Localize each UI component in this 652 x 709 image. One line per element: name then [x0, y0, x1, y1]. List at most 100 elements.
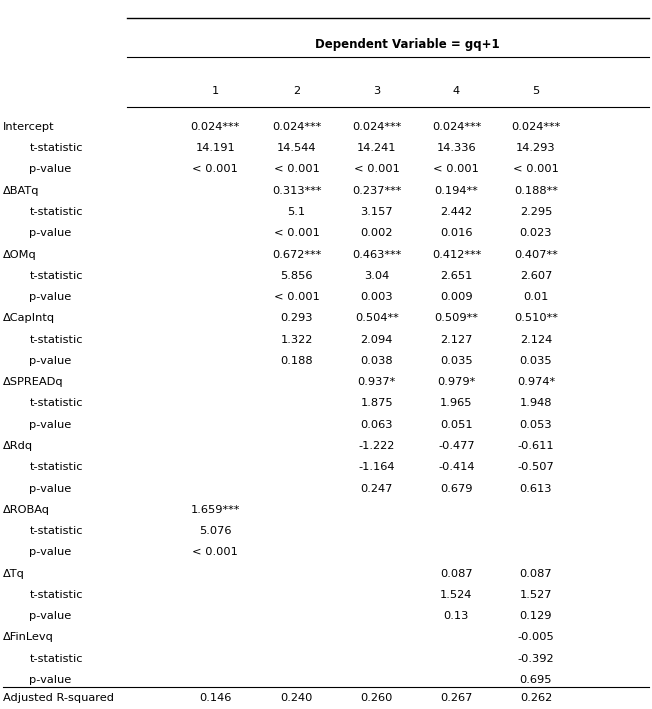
Text: -1.164: -1.164 — [359, 462, 395, 472]
Text: t-statistic: t-statistic — [29, 590, 83, 600]
Text: 0.237***: 0.237*** — [352, 186, 402, 196]
Text: 2.124: 2.124 — [520, 335, 552, 345]
Text: ΔCapIntq: ΔCapIntq — [3, 313, 55, 323]
Text: p-value: p-value — [29, 420, 72, 430]
Text: 0.003: 0.003 — [361, 292, 393, 302]
Text: 0.260: 0.260 — [361, 693, 393, 703]
Text: ΔTq: ΔTq — [3, 569, 25, 579]
Text: 0.024***: 0.024*** — [432, 122, 481, 132]
Text: < 0.001: < 0.001 — [513, 164, 559, 174]
Text: ΔOMq: ΔOMq — [3, 250, 37, 259]
Text: 0.463***: 0.463*** — [352, 250, 402, 259]
Text: 5: 5 — [532, 86, 540, 96]
Text: 0.313***: 0.313*** — [272, 186, 321, 196]
Text: 5.076: 5.076 — [199, 526, 231, 536]
Text: < 0.001: < 0.001 — [434, 164, 479, 174]
Text: p-value: p-value — [29, 611, 72, 621]
Text: 0.188: 0.188 — [280, 356, 313, 366]
Text: 1.965: 1.965 — [440, 398, 473, 408]
Text: 3.157: 3.157 — [361, 207, 393, 217]
Text: 14.191: 14.191 — [196, 143, 235, 153]
Text: 0.267: 0.267 — [440, 693, 473, 703]
Text: 0.504**: 0.504** — [355, 313, 399, 323]
Text: t-statistic: t-statistic — [29, 526, 83, 536]
Text: -0.005: -0.005 — [518, 632, 554, 642]
Text: 1.524: 1.524 — [440, 590, 473, 600]
Text: 0.672***: 0.672*** — [272, 250, 321, 259]
Text: < 0.001: < 0.001 — [192, 164, 238, 174]
Text: 0.407**: 0.407** — [514, 250, 558, 259]
Text: 0.024***: 0.024*** — [511, 122, 561, 132]
Text: t-statistic: t-statistic — [29, 271, 83, 281]
Text: ΔBATq: ΔBATq — [3, 186, 40, 196]
Text: p-value: p-value — [29, 356, 72, 366]
Text: 4: 4 — [453, 86, 460, 96]
Text: -1.222: -1.222 — [359, 441, 395, 451]
Text: ΔFinLevq: ΔFinLevq — [3, 632, 54, 642]
Text: -0.414: -0.414 — [438, 462, 475, 472]
Text: 0.679: 0.679 — [440, 484, 473, 493]
Text: 0.023: 0.023 — [520, 228, 552, 238]
Text: 0.051: 0.051 — [440, 420, 473, 430]
Text: 2.442: 2.442 — [440, 207, 473, 217]
Text: 0.024***: 0.024*** — [272, 122, 321, 132]
Text: t-statistic: t-statistic — [29, 207, 83, 217]
Text: 0.194**: 0.194** — [434, 186, 479, 196]
Text: 3.04: 3.04 — [364, 271, 389, 281]
Text: 0.009: 0.009 — [440, 292, 473, 302]
Text: 0.937*: 0.937* — [358, 377, 396, 387]
Text: 1.527: 1.527 — [520, 590, 552, 600]
Text: 0.024***: 0.024*** — [190, 122, 240, 132]
Text: p-value: p-value — [29, 675, 72, 685]
Text: 2.094: 2.094 — [361, 335, 393, 345]
Text: 2.295: 2.295 — [520, 207, 552, 217]
Text: 1: 1 — [211, 86, 219, 96]
Text: 0.053: 0.053 — [520, 420, 552, 430]
Text: 0.247: 0.247 — [361, 484, 393, 493]
Text: 0.087: 0.087 — [440, 569, 473, 579]
Text: 0.412***: 0.412*** — [432, 250, 481, 259]
Text: 0.262: 0.262 — [520, 693, 552, 703]
Text: 0.13: 0.13 — [444, 611, 469, 621]
Text: 2: 2 — [293, 86, 300, 96]
Text: < 0.001: < 0.001 — [274, 164, 319, 174]
Text: 14.241: 14.241 — [357, 143, 396, 153]
Text: Dependent Variable = gq+1: Dependent Variable = gq+1 — [315, 38, 500, 51]
Text: < 0.001: < 0.001 — [192, 547, 238, 557]
Text: 14.544: 14.544 — [277, 143, 316, 153]
Text: 0.240: 0.240 — [280, 693, 313, 703]
Text: 5.1: 5.1 — [288, 207, 306, 217]
Text: p-value: p-value — [29, 484, 72, 493]
Text: t-statistic: t-statistic — [29, 398, 83, 408]
Text: 0.129: 0.129 — [520, 611, 552, 621]
Text: 14.336: 14.336 — [437, 143, 476, 153]
Text: 0.087: 0.087 — [520, 569, 552, 579]
Text: 0.188**: 0.188** — [514, 186, 558, 196]
Text: ΔRdq: ΔRdq — [3, 441, 33, 451]
Text: 1.659***: 1.659*** — [190, 505, 240, 515]
Text: 0.035: 0.035 — [440, 356, 473, 366]
Text: 0.613: 0.613 — [520, 484, 552, 493]
Text: 1.875: 1.875 — [361, 398, 393, 408]
Text: Adjusted R-squared: Adjusted R-squared — [3, 693, 114, 703]
Text: 0.509**: 0.509** — [434, 313, 479, 323]
Text: < 0.001: < 0.001 — [274, 292, 319, 302]
Text: 0.035: 0.035 — [520, 356, 552, 366]
Text: t-statistic: t-statistic — [29, 462, 83, 472]
Text: 5.856: 5.856 — [280, 271, 313, 281]
Text: < 0.001: < 0.001 — [274, 228, 319, 238]
Text: t-statistic: t-statistic — [29, 335, 83, 345]
Text: 0.974*: 0.974* — [517, 377, 555, 387]
Text: p-value: p-value — [29, 164, 72, 174]
Text: 0.293: 0.293 — [280, 313, 313, 323]
Text: -0.477: -0.477 — [438, 441, 475, 451]
Text: p-value: p-value — [29, 292, 72, 302]
Text: 2.651: 2.651 — [440, 271, 473, 281]
Text: 0.01: 0.01 — [524, 292, 548, 302]
Text: ΔSPREADq: ΔSPREADq — [3, 377, 64, 387]
Text: 2.127: 2.127 — [440, 335, 473, 345]
Text: < 0.001: < 0.001 — [354, 164, 400, 174]
Text: p-value: p-value — [29, 547, 72, 557]
Text: 0.002: 0.002 — [361, 228, 393, 238]
Text: 1.322: 1.322 — [280, 335, 313, 345]
